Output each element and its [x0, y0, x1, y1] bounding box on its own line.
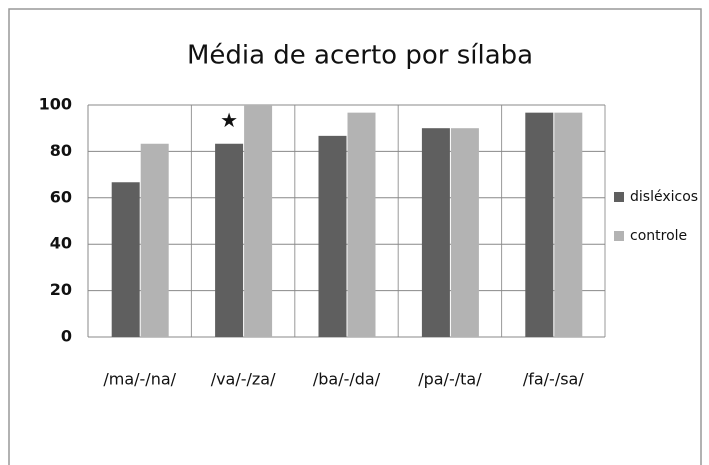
legend-label: controle	[630, 228, 687, 244]
x-tick-label: /pa/-/ta/	[418, 370, 482, 389]
legend-swatch	[614, 231, 624, 241]
y-tick-label: 60	[50, 187, 72, 206]
annotation: ★	[220, 108, 238, 132]
bar	[554, 112, 583, 337]
bar	[525, 112, 554, 337]
bar	[244, 105, 273, 337]
x-tick-label: /ba/-/da/	[313, 370, 381, 389]
y-tick-label: 80	[50, 141, 72, 160]
bar	[421, 128, 450, 337]
legend-swatch	[614, 192, 624, 202]
bar	[318, 135, 347, 337]
x-tick-label: /fa/-/sa/	[523, 370, 585, 389]
legend-label: disléxicos	[630, 189, 698, 205]
y-tick-label: 100	[39, 95, 72, 114]
bar	[111, 182, 140, 337]
y-tick-label: 0	[61, 327, 72, 346]
y-tick-label: 20	[50, 280, 72, 299]
bar	[450, 128, 479, 337]
bar	[215, 143, 244, 337]
x-tick-label: /ma/-/na/	[103, 370, 176, 389]
bar	[347, 112, 376, 337]
x-tick-label: /va/-/za/	[211, 370, 276, 389]
chart-title: Média de acerto por sílaba	[187, 41, 533, 71]
chart-border	[8, 8, 702, 465]
y-tick-label: 40	[50, 234, 72, 253]
bar	[140, 143, 169, 337]
